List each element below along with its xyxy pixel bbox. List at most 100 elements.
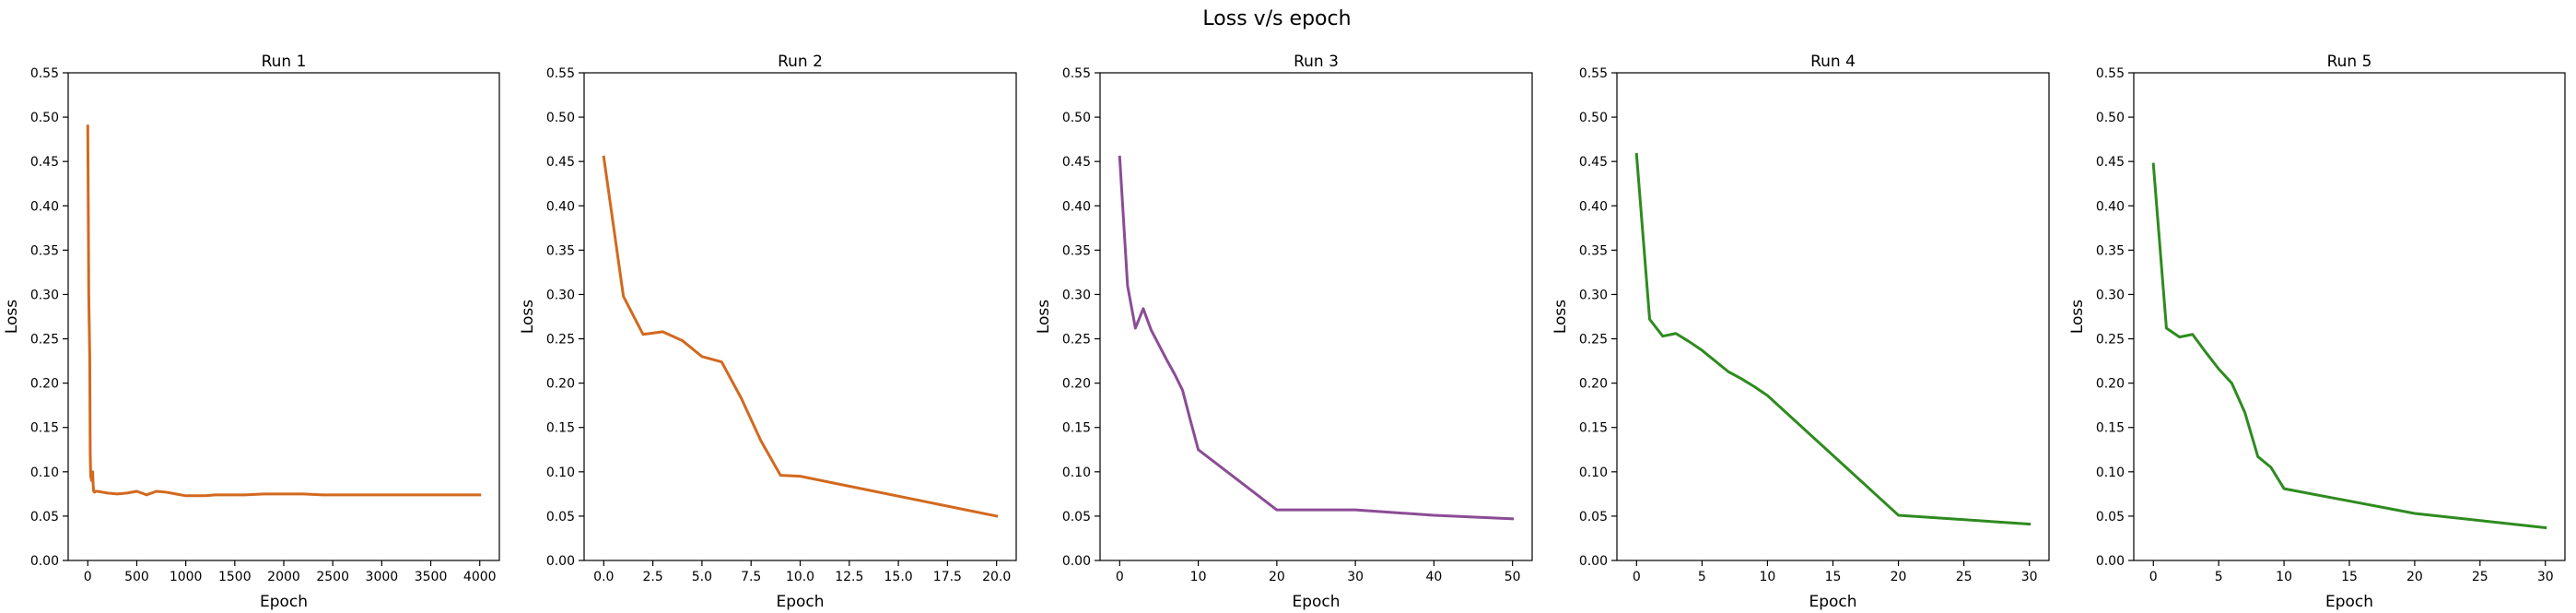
y-tick-label: 0.25 [546,333,575,348]
y-tick-label: 0.25 [1062,333,1091,348]
y-axis-label: Loss [1551,300,1570,334]
loss-line-run-4 [1634,152,2032,526]
y-tick-label: 0.55 [2096,66,2125,81]
subplot-run-1: 0 500 1000 1500 2000 2500 3000 3500 4000 0.00 0.05… [3,53,500,611]
subplot-run-3: 0 10 20 30 40 50 0.00 0.05 0.10 0.15 0.20 0.25 0.30 0… [1035,53,1533,611]
x-tick-label: 0 [2149,570,2158,584]
y-axis-label: Loss [519,300,537,334]
x-tick-label: 20 [1269,570,1285,584]
x-tick-label: 12.5 [835,570,863,584]
y-tick-label: 0.50 [2096,111,2125,125]
y-tick-label: 0.40 [546,199,575,214]
y-tick-label: 0.20 [1579,377,1608,392]
x-tick-label: 0 [1116,570,1124,584]
y-tick-label: 0.55 [546,66,575,81]
subplot-title: Run 1 [262,53,307,71]
x-axis-label: Epoch [260,593,308,611]
y-tick-label: 0.50 [1062,111,1091,125]
y-tick-label: 0.45 [1062,155,1091,170]
y-tick-label: 0.45 [1579,155,1608,170]
y-tick-label: 0.00 [1062,554,1091,569]
y-tick-label: 0.10 [30,466,59,480]
subplot-run-5: 0 5 10 15 20 25 30 0.00 0.05 0.10 0.15 0.20 0.25 0.30… [2068,53,2566,611]
y-axis-label: Loss [2068,300,2087,334]
x-tick-label: 20.0 [982,570,1011,584]
y-tick-label: 0.35 [546,243,575,258]
y-tick-label: 0.35 [2096,243,2125,258]
x-tick-label: 2.5 [642,570,662,584]
x-tick-label: 17.5 [933,570,962,584]
x-tick-label: 0.0 [593,570,614,584]
x-tick-label: 10.0 [786,570,814,584]
x-tick-label: 20 [1891,570,1907,584]
x-tick-label: 0 [1633,570,1641,584]
y-tick-label: 0.35 [1579,243,1608,258]
y-tick-label: 0.15 [1062,421,1091,436]
y-tick-label: 0.05 [1579,510,1608,525]
subplot-run-4: 0 5 10 15 20 25 30 0.00 0.05 0.10 0.15 0.20 0.25 0.30… [1551,53,2050,611]
y-tick-label: 0.55 [30,66,59,81]
y-tick-label: 0.05 [2096,510,2125,525]
x-axis-label: Epoch [2325,593,2373,611]
subplot-panels: 0 500 1000 1500 2000 2500 3000 3500 40000.000.05… [3,53,2566,611]
y-tick-label: 0.40 [1062,199,1091,214]
y-tick-label: 0.35 [1062,243,1091,258]
y-tick-label: 0.25 [1579,333,1608,348]
y-tick-label: 0.35 [30,243,59,258]
y-tick-label: 0.50 [30,111,59,125]
y-tick-label: 0.00 [30,554,59,569]
y-tick-label: 0.30 [2096,288,2125,302]
figure-title: Loss v/s epoch [1202,7,1351,30]
y-tick-label: 0.20 [30,377,59,392]
x-tick-label: 20 [2406,570,2423,584]
loss-line-run-5 [2151,162,2547,530]
y-tick-label: 0.25 [30,333,59,348]
y-tick-label: 0.15 [30,421,59,436]
y-axis-label: Loss [1035,300,1053,334]
x-tick-label: 15.0 [884,570,913,584]
x-tick-label: 25 [2472,570,2488,584]
y-tick-label: 0.40 [1579,199,1608,214]
subplot-title: Run 4 [1810,53,1856,71]
x-tick-label: 10 [1190,570,1207,584]
y-tick-label: 0.55 [1062,66,1091,81]
loss-line-run-1 [86,124,482,498]
y-tick-label: 0.30 [1579,288,1608,302]
x-tick-label: 500 [124,570,149,584]
x-tick-label: 7.5 [741,570,761,584]
y-tick-label: 0.25 [2096,333,2125,348]
x-tick-label: 50 [1505,570,1521,584]
x-axis-label: Epoch [776,593,824,611]
y-tick-label: 0.30 [30,288,59,302]
y-tick-label: 0.40 [30,199,59,214]
y-tick-label: 0.05 [546,510,575,525]
subplot-title: Run 2 [778,53,823,71]
y-tick-label: 0.00 [1579,554,1608,569]
x-tick-label: 1000 [170,570,203,584]
loss-line-run-2 [602,155,999,518]
x-tick-label: 0 [84,570,92,584]
x-tick-label: 1500 [218,570,252,584]
subplot-run-2: 0.0 2.5 5.0 7.5 10.0 12.5 15.0 17.5 20.0 0.00 0.05… [519,53,1017,611]
y-tick-label: 0.50 [1579,111,1608,125]
x-tick-label: 30 [2537,570,2554,584]
y-tick-label: 0.40 [2096,199,2125,214]
x-tick-label: 15 [2341,570,2358,584]
x-tick-label: 15 [1825,570,1842,584]
y-tick-label: 0.05 [30,510,59,525]
y-tick-label: 0.05 [1062,510,1091,525]
y-tick-label: 0.10 [1062,466,1091,480]
y-tick-label: 0.45 [546,155,575,170]
loss-line-run-3 [1118,155,1515,521]
x-tick-label: 5 [1698,570,1706,584]
x-tick-label: 10 [2276,570,2292,584]
x-tick-label: 2000 [267,570,300,584]
x-tick-label: 10 [1760,570,1776,584]
y-tick-label: 0.55 [1579,66,1608,81]
y-tick-label: 0.10 [1579,466,1608,480]
subplot-title: Run 5 [2327,53,2372,71]
y-tick-label: 0.15 [1579,421,1608,436]
x-tick-label: 3000 [366,570,399,584]
